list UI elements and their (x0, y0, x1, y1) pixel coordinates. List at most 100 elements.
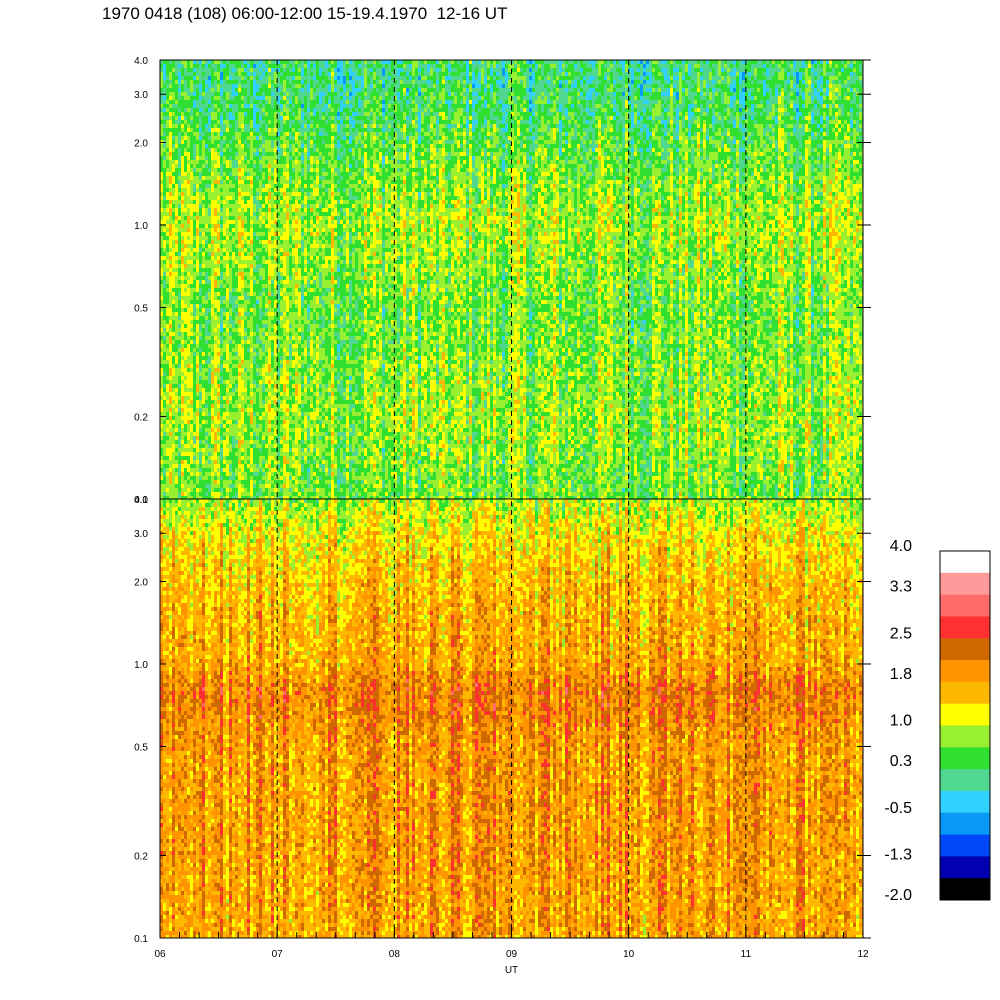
spectrogram-cell (190, 120, 193, 124)
spectrogram-cell (613, 92, 616, 96)
spectrogram-cell (358, 96, 361, 100)
spectrogram-cell (742, 108, 745, 112)
spectrogram-cell (292, 80, 301, 84)
spectrogram-cell (697, 144, 700, 148)
spectrogram-cell (568, 96, 571, 100)
spectrogram-cell (739, 100, 745, 104)
spectrogram-cell (631, 112, 634, 116)
spectrogram-cell (325, 120, 328, 124)
spectrogram-cell (811, 84, 814, 88)
spectrogram-cell (172, 84, 178, 88)
spectrogram-cell (259, 124, 262, 128)
spectrogram-cell (199, 112, 202, 116)
spectrogram-cell (676, 148, 679, 152)
spectrogram-cell (451, 100, 454, 104)
spectrogram-cell (766, 136, 769, 140)
spectrogram-cell (439, 128, 442, 132)
spectrogram-cell (736, 68, 745, 72)
spectrogram-cell (496, 100, 499, 104)
spectrogram-cell (763, 132, 766, 136)
spectrogram-cell (808, 128, 811, 132)
spectrogram-cell (745, 128, 748, 132)
spectrogram-cell (838, 64, 844, 68)
spectrogram-cell (607, 124, 613, 128)
spectrogram-cell (808, 156, 811, 160)
spectrogram-cell (799, 156, 802, 160)
spectrogram-cell (616, 92, 622, 96)
spectrogram-cell (463, 80, 466, 84)
spectrogram-cell (439, 124, 445, 128)
spectrogram-cell (301, 76, 313, 80)
spectrogram-cell (310, 112, 313, 116)
spectrogram-cell (238, 116, 244, 120)
spectrogram-cell (292, 124, 301, 128)
spectrogram-cell (694, 160, 703, 164)
spectrogram-cell (520, 116, 523, 120)
spectrogram-cell (259, 116, 262, 120)
spectrogram-cell (742, 152, 748, 156)
spectrogram-cell (583, 172, 586, 176)
spectrogram-cell (196, 152, 199, 156)
spectrogram-cell (544, 64, 550, 68)
spectrogram-cell (367, 144, 370, 148)
spectrogram-cell (559, 80, 562, 84)
spectrogram-cell (547, 84, 556, 88)
spectrogram-cell (247, 112, 253, 116)
spectrogram-cell (442, 152, 445, 156)
spectrogram-cell (334, 120, 337, 124)
spectrogram-cell (628, 112, 631, 116)
spectrogram-cell (706, 96, 709, 100)
spectrogram-cell (172, 72, 175, 76)
spectrogram-cell (544, 132, 547, 136)
spectrogram-cell (649, 148, 652, 152)
spectrogram-cell (631, 104, 634, 108)
spectrogram-cell (436, 136, 439, 140)
spectrogram-cell (529, 80, 535, 84)
spectrogram-cell (793, 100, 799, 104)
spectrogram-cell (271, 120, 274, 124)
spectrogram-cell (769, 92, 772, 96)
spectrogram-cell (727, 80, 730, 84)
spectrogram-cell (721, 80, 727, 84)
spectrogram-cell (187, 136, 190, 140)
spectrogram-cell (355, 108, 358, 112)
spectrogram-cell (160, 136, 166, 140)
spectrogram-cell (577, 160, 583, 164)
spectrogram-cell (415, 132, 418, 136)
spectrogram-cell (745, 84, 763, 88)
spectrogram-cell (166, 124, 169, 128)
spectrogram-cell (436, 152, 442, 156)
spectrogram-cell (376, 152, 379, 156)
spectrogram-cell (766, 124, 769, 128)
spectrogram-cell (490, 152, 493, 156)
spectrogram-cell (571, 120, 574, 124)
spectrogram-cell (169, 164, 172, 168)
spectrogram-cell (622, 144, 625, 148)
spectrogram-cell (304, 160, 307, 164)
spectrogram-cell (304, 152, 307, 156)
spectrogram-cell (202, 96, 211, 100)
spectrogram-cell (751, 104, 754, 108)
spectrogram-cell (385, 156, 388, 160)
spectrogram-cell (799, 120, 808, 124)
spectrogram-cell (697, 124, 700, 128)
spectrogram-cell (373, 160, 382, 164)
spectrogram-cell (688, 60, 697, 64)
spectrogram-cell (220, 172, 223, 176)
spectrogram-cell (532, 132, 538, 136)
spectrogram-cell (427, 124, 430, 128)
spectrogram-cell (523, 72, 532, 76)
spectrogram-cell (250, 80, 253, 84)
spectrogram-cell (733, 124, 736, 128)
spectrogram-cell (247, 68, 250, 72)
spectrogram-cell (826, 116, 829, 120)
spectrogram-cell (325, 84, 328, 88)
spectrogram-cell (481, 104, 484, 108)
spectrogram-cell (418, 152, 421, 156)
spectrogram-cell (856, 96, 859, 100)
spectrogram-cell (772, 160, 778, 164)
spectrogram-cell (685, 116, 688, 120)
spectrogram-cell (685, 76, 691, 80)
spectrogram-cell (463, 116, 466, 120)
spectrogram-cell (430, 68, 433, 72)
